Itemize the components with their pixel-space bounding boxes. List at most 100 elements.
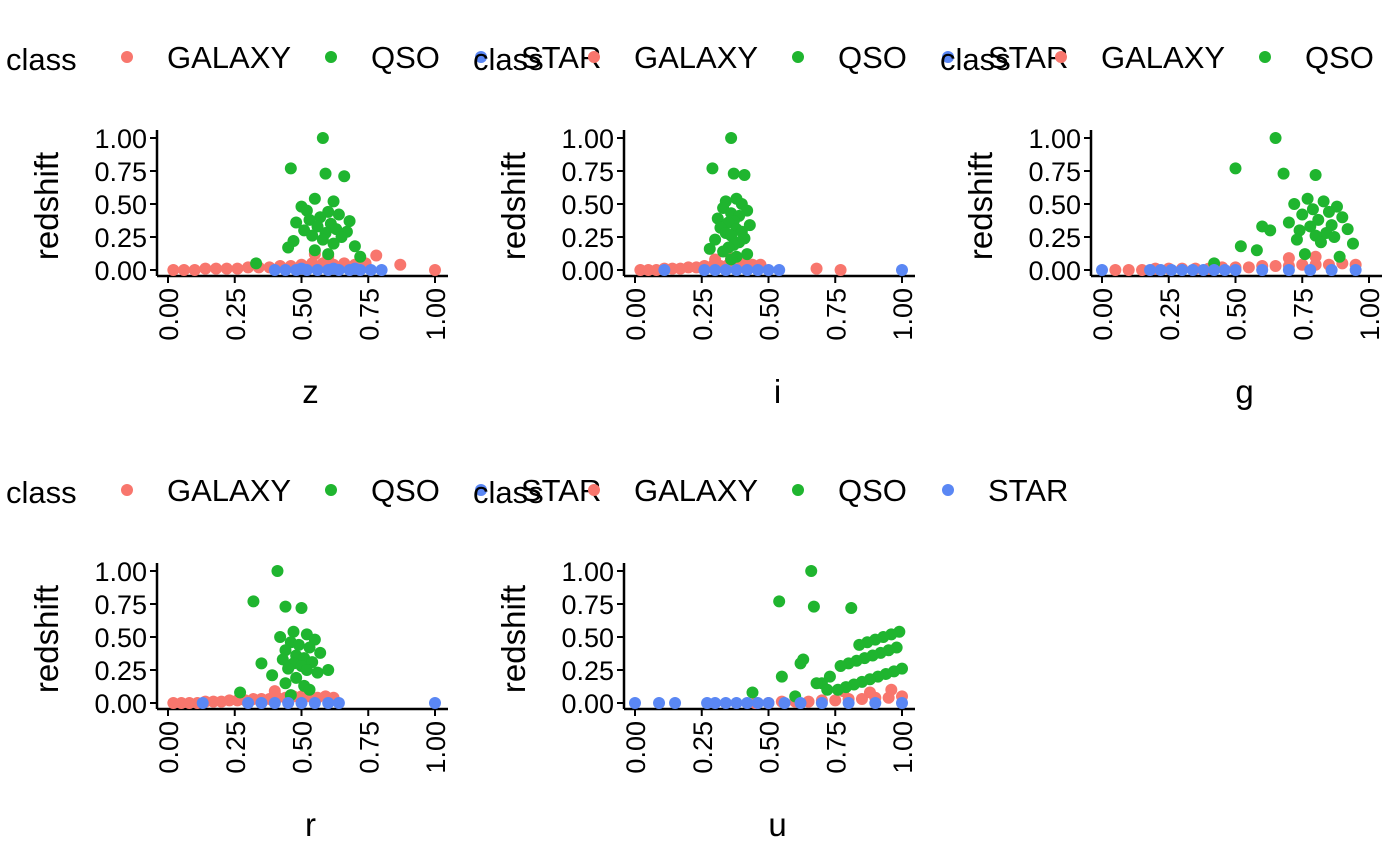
panel-z: class GALAXY QSO STAR0.000.250.500.751.000.… [6, 40, 601, 410]
y-tick-label: 0.00 [1028, 256, 1081, 286]
point-qso [1277, 167, 1290, 180]
panel-r: class GALAXY QSO STAR0.000.250.500.751.000.… [6, 473, 601, 843]
x-tick-label: 1.00 [888, 721, 918, 774]
point-qso [743, 219, 756, 232]
point-qso [271, 565, 284, 577]
x-tick-label: 0.00 [154, 288, 184, 341]
point-qso [834, 660, 847, 673]
point-star [896, 264, 908, 276]
x-tick-label: 1.00 [421, 288, 451, 341]
point-qso [319, 167, 332, 180]
panel-g: classGALAXYQSOSTAR0.000.250.500.751.000.… [940, 40, 1385, 410]
point-qso [1293, 224, 1306, 237]
point-qso [1341, 223, 1354, 236]
y-axis-title: redshift [495, 152, 532, 260]
point-qso [290, 216, 303, 229]
x-tick-label: 0.50 [755, 288, 785, 341]
point-qso [831, 683, 844, 696]
x-tick-label: 0.25 [688, 721, 718, 774]
point-qso [1250, 244, 1263, 257]
point-qso [250, 257, 263, 270]
point-qso [1314, 236, 1327, 249]
point-star [815, 697, 828, 709]
series-qso [250, 132, 367, 270]
legend-key-galaxy [121, 484, 133, 496]
point-qso [303, 683, 316, 696]
point-qso [234, 686, 247, 699]
x-tick-label: 0.00 [154, 721, 184, 774]
point-qso [1322, 205, 1335, 218]
x-tick-label: 0.50 [1222, 288, 1252, 341]
point-star [375, 264, 388, 276]
point-qso [794, 657, 807, 670]
point-qso [354, 250, 367, 263]
point-qso [1296, 208, 1309, 221]
x-axis-title: g [1235, 373, 1253, 410]
legend-key-qso [325, 484, 337, 496]
point-galaxy [863, 686, 876, 699]
point-star [762, 697, 775, 709]
point-qso [322, 248, 335, 261]
point-qso [773, 595, 786, 608]
legend-title: class [940, 42, 1011, 77]
legend-key-galaxy [588, 51, 600, 63]
point-qso [725, 132, 738, 144]
y-tick-label: 0.50 [561, 623, 614, 653]
point-qso [1229, 162, 1242, 175]
legend-key-star [942, 484, 954, 496]
legend: class GALAXY QSO STAR [473, 473, 1068, 510]
point-qso [725, 229, 738, 242]
y-tick-label: 0.00 [94, 689, 147, 719]
series-qso [746, 565, 908, 703]
point-star [778, 697, 791, 709]
point-galaxy [429, 264, 441, 276]
point-star [1208, 264, 1221, 276]
legend: class GALAXY QSO STAR [940, 40, 1374, 77]
point-qso [711, 212, 724, 225]
x-tick-label: 0.25 [688, 288, 718, 341]
legend-key-star [942, 51, 954, 63]
x-tick-label: 1.00 [421, 721, 451, 774]
legend: class GALAXY QSO STAR [6, 40, 601, 77]
point-qso [295, 601, 308, 614]
point-qso [308, 192, 321, 205]
point-galaxy [810, 262, 823, 275]
x-tick-label: 0.25 [221, 721, 251, 774]
y-tick-label: 0.75 [94, 157, 147, 187]
legend-title: class [473, 475, 544, 510]
point-qso [821, 683, 834, 696]
point-qso [338, 170, 351, 183]
point-qso [276, 653, 289, 666]
point-star [196, 697, 209, 709]
y-tick-label: 0.75 [561, 590, 614, 620]
point-star [709, 697, 722, 709]
point-qso [308, 244, 321, 257]
point-qso [316, 132, 329, 144]
point-galaxy [268, 685, 281, 698]
point-star [311, 264, 324, 276]
point-star [348, 262, 361, 275]
point-star [709, 264, 722, 276]
point-star [429, 697, 441, 709]
point-star [332, 697, 345, 709]
point-qso [266, 669, 279, 682]
point-qso [706, 162, 719, 175]
point-qso [1328, 231, 1341, 243]
legend: class GALAXY QSO STAR [6, 473, 601, 510]
point-qso [255, 657, 268, 670]
point-qso [343, 215, 356, 228]
x-axis-title: r [305, 806, 316, 843]
y-tick-label: 1.00 [94, 557, 147, 587]
point-qso [1290, 233, 1303, 246]
point-star [653, 697, 666, 709]
legend-key-galaxy [588, 484, 600, 496]
point-star [295, 697, 308, 709]
x-axis-title: u [768, 806, 786, 843]
y-tick-label: 1.00 [1028, 124, 1081, 154]
point-qso [303, 641, 316, 654]
point-star [268, 264, 281, 276]
point-qso [316, 233, 329, 246]
x-tick-label: 0.75 [821, 288, 851, 341]
point-qso [1269, 132, 1282, 144]
